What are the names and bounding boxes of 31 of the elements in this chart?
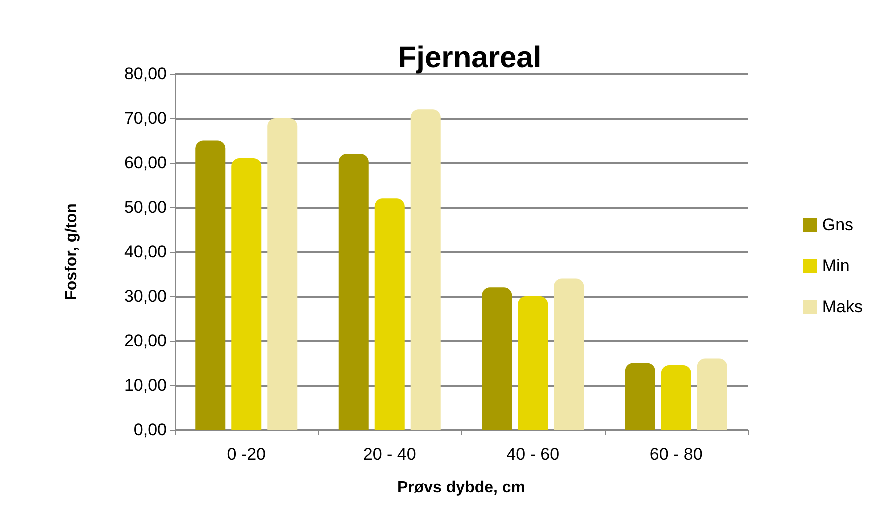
bar xyxy=(374,198,405,430)
x-tick-label: 20 - 40 xyxy=(363,445,416,464)
bar xyxy=(554,278,584,430)
y-tick-label: 40,00 xyxy=(124,242,167,262)
legend-label: Maks xyxy=(822,298,864,316)
y-axis-title: Fosfor, g/ton xyxy=(64,204,80,300)
x-axis-title: Prøvs dybde, cm xyxy=(397,480,526,496)
bar xyxy=(625,363,656,430)
legend-label: Min xyxy=(822,256,850,276)
y-tick-label: 80,00 xyxy=(124,64,167,84)
bar xyxy=(232,158,262,430)
bar xyxy=(661,365,692,430)
legend-label: Gns xyxy=(822,216,854,234)
x-tick-label: 60 - 80 xyxy=(650,445,703,464)
bar xyxy=(518,296,548,430)
y-tick-label: 10,00 xyxy=(124,376,167,395)
y-tick-label: 60,00 xyxy=(124,154,167,172)
y-tick-label: 50,00 xyxy=(124,198,167,217)
bar xyxy=(268,118,298,430)
bar xyxy=(482,288,512,430)
chart-title: Fjernareal xyxy=(398,42,542,74)
y-tick-label: 30,00 xyxy=(124,287,167,306)
y-tick-label: 20,00 xyxy=(124,332,167,350)
y-tick-label: 70,00 xyxy=(124,109,167,128)
bar xyxy=(410,110,441,430)
bar xyxy=(196,140,226,430)
x-tick-label: 40 - 60 xyxy=(506,445,560,464)
x-tick-label: 0 -20 xyxy=(227,445,266,464)
bar xyxy=(697,358,728,430)
y-tick-label: 0,00 xyxy=(134,420,167,440)
bar xyxy=(338,154,369,430)
